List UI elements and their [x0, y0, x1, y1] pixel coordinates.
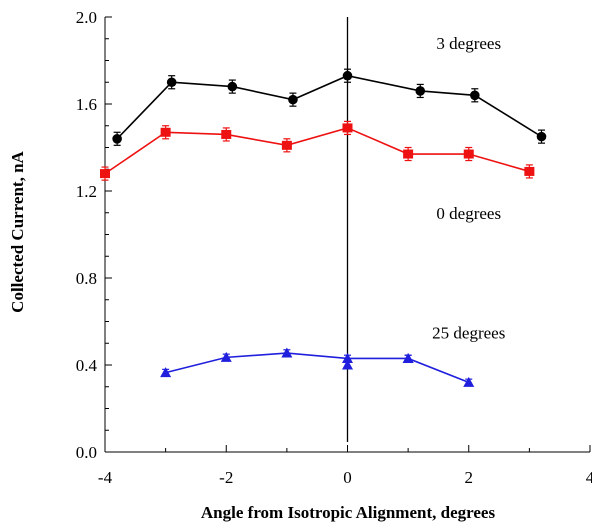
x-tick-label: -2	[219, 468, 233, 487]
data-point-0-degrees	[342, 123, 353, 133]
series-line-25-degrees	[165, 352, 470, 384]
data-point-25-degrees	[220, 351, 232, 362]
data-point-3-degrees	[415, 86, 426, 96]
y-tick-label: 1.6	[76, 95, 97, 114]
data-point-0-degrees	[463, 149, 474, 159]
x-tick-label: 0	[343, 468, 352, 487]
y-tick-label: 2.0	[76, 8, 97, 27]
x-tick-label: 4	[586, 468, 592, 487]
series-line-3-degrees	[116, 74, 542, 140]
x-tick-label: -4	[98, 468, 113, 487]
y-tick-label: 0.8	[76, 269, 97, 288]
data-point-3-degrees	[227, 81, 238, 92]
data-point-0-degrees	[403, 149, 414, 159]
plot-area: 0.0 0.4 0.8 1.2 1.6 2.0 -4 -2 0 2 4 3 degrees 0 degr…	[76, 8, 592, 487]
data-point-25-degrees	[342, 359, 353, 370]
data-point-25-degrees	[160, 367, 172, 378]
data-point-3-degrees	[342, 70, 353, 81]
data-point-3-degrees	[112, 134, 122, 144]
data-point-0-degrees	[281, 140, 292, 150]
y-tick-label: 0.4	[76, 356, 98, 375]
data-point-25-degrees	[342, 352, 353, 363]
data-point-0-degrees	[160, 127, 171, 137]
series-annotation: 25 degrees	[432, 323, 505, 342]
series-line-0-degrees	[104, 127, 530, 175]
data-point-3-degrees	[166, 77, 177, 88]
data-point-3-degrees	[536, 131, 547, 142]
y-axis-title: Collected Current, nA	[8, 150, 27, 312]
data-point-25-degrees	[463, 376, 475, 387]
series-annotation: 0 degrees	[436, 204, 501, 223]
y-tick-label: 1.2	[76, 182, 97, 201]
data-point-0-degrees	[100, 169, 110, 179]
x-tick-label: 2	[465, 468, 474, 487]
data-point-3-degrees	[288, 94, 298, 105]
data-point-25-degrees	[402, 352, 414, 363]
x-axis-title: Angle from Isotropic Alignment, degrees	[201, 503, 496, 522]
data-point-0-degrees	[221, 129, 232, 139]
data-point-0-degrees	[524, 166, 535, 176]
data-point-3-degrees	[470, 90, 480, 101]
series-annotation: 3 degrees	[436, 34, 501, 53]
y-tick-label: 0.0	[76, 443, 97, 462]
data-point-25-degrees	[281, 347, 293, 358]
